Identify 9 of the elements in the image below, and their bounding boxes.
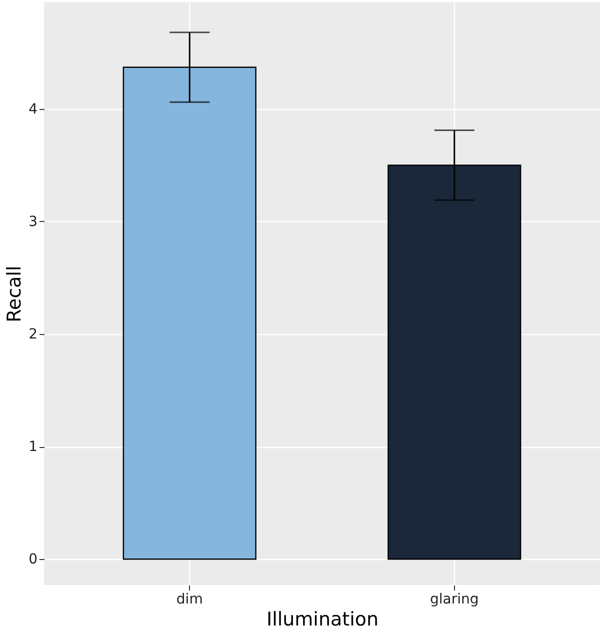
y-axis-title: Recall: [4, 266, 26, 322]
y-tick-label: 3: [28, 214, 38, 230]
y-tick-label: 1: [28, 439, 38, 456]
x-axis-title: Illumination: [266, 608, 379, 630]
x-tick-label: dim: [176, 592, 203, 608]
y-tick-label: 0: [28, 552, 38, 568]
y-tick-label: 2: [28, 326, 38, 343]
x-tick-label: glaring: [430, 592, 479, 608]
y-tick-label: 4: [28, 101, 38, 118]
